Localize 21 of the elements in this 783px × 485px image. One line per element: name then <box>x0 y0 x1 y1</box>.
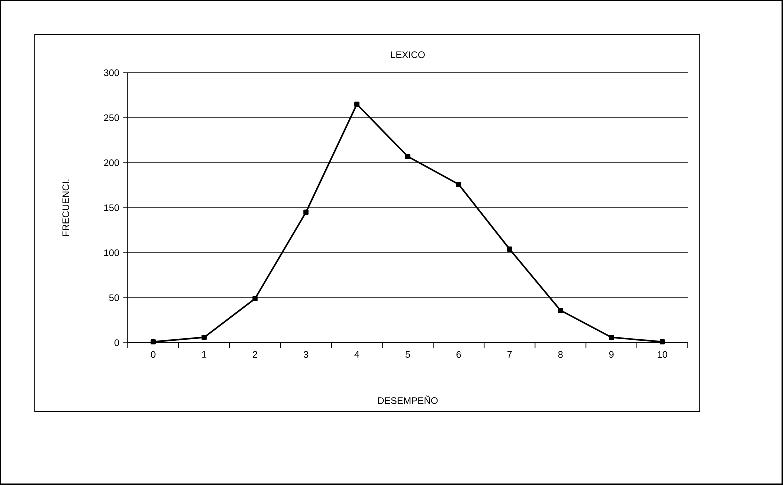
x-tick-label: 4 <box>354 351 360 358</box>
x-tick-label: 8 <box>558 351 563 358</box>
x-tick-label: 10 <box>658 351 668 358</box>
y-tick-label: 0 <box>114 340 120 346</box>
x-tick-label: 3 <box>304 351 308 358</box>
x-tick-label: 2 <box>253 351 258 358</box>
x-axis-title: DESEMPEÑO <box>378 396 438 404</box>
x-tick-label: 9 <box>609 351 614 358</box>
y-tick-label: 150 <box>104 204 120 212</box>
x-tick-label: 5 <box>406 351 410 358</box>
x-tick-label: 7 <box>508 351 512 358</box>
chart-title: LEXICO <box>391 52 425 58</box>
x-tick-label: 1 <box>202 351 207 358</box>
y-tick-label: 300 <box>104 70 120 76</box>
y-tick-label: 250 <box>104 114 120 122</box>
y-tick-label: 200 <box>104 160 120 166</box>
y-tick-label: 100 <box>104 250 120 256</box>
x-tick-label: 6 <box>456 351 462 358</box>
x-tick-label: 0 <box>151 351 156 358</box>
y-axis-title: FRECUENCI. <box>62 180 70 236</box>
y-tick-label: 50 <box>109 294 120 302</box>
